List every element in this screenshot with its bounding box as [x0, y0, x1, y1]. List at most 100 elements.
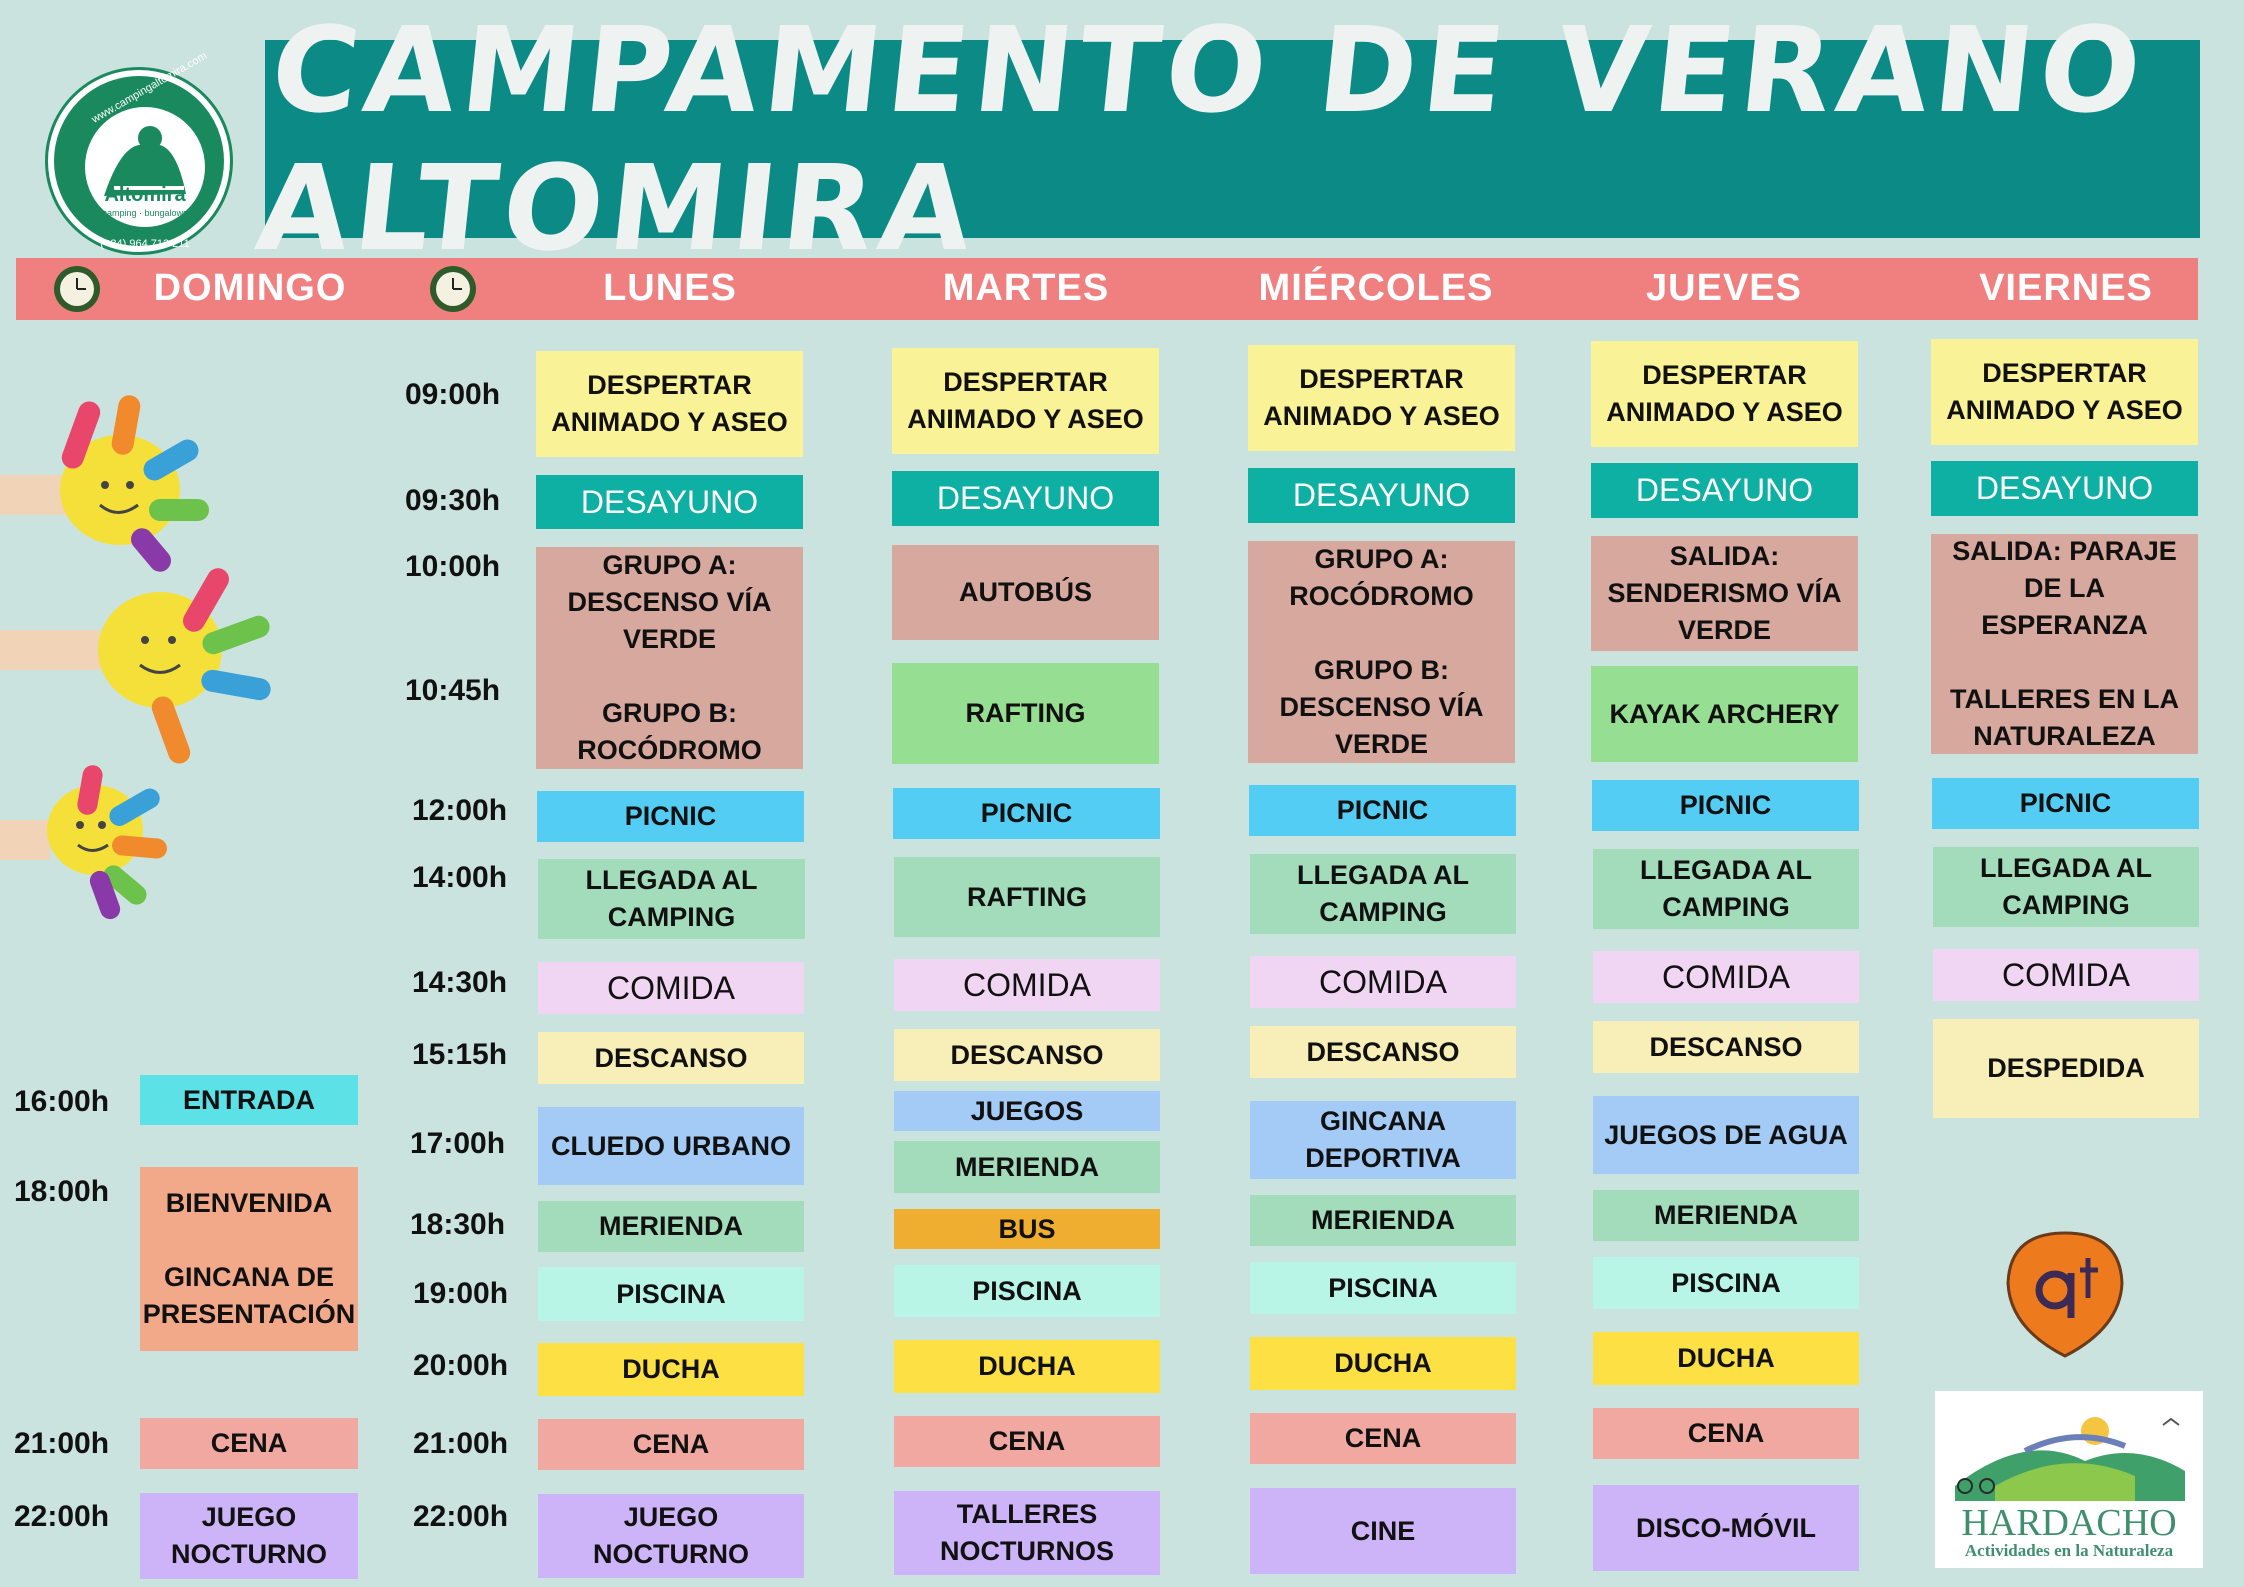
activity-block: CENA — [140, 1418, 358, 1469]
activity-block: MERIENDA — [1250, 1195, 1516, 1246]
painted-hands-illustration — [0, 395, 271, 920]
activity-block: COMIDA — [1250, 956, 1516, 1008]
activity-block: DESPEDIDA — [1933, 1019, 2199, 1118]
day-header-martes: MARTES — [942, 266, 1110, 309]
activity-block: DESCANSO — [1250, 1026, 1516, 1078]
time-label: 14:30h — [412, 966, 508, 999]
activity-block: DESPERTAR ANIMADO Y ASEO — [892, 348, 1159, 454]
activity-block: DESAYUNO — [892, 471, 1159, 526]
activity-block: DUCHA — [1250, 1337, 1516, 1390]
logo-name: Altomira — [104, 184, 186, 206]
time-label: 20:00h — [413, 1349, 509, 1382]
activity-block: DESCANSO — [894, 1029, 1160, 1081]
activity-block: DESCANSO — [1593, 1021, 1859, 1073]
activity-block: ENTRADA — [140, 1075, 358, 1125]
activity-block: PICNIC — [1592, 780, 1859, 831]
activity-block: PICNIC — [893, 788, 1160, 839]
hardacho-logo: HARDACHO Actividades en la Naturaleza — [1935, 1391, 2203, 1568]
activity-block: PICNIC — [1249, 785, 1516, 836]
day-header-miercoles: MIÉRCOLES — [1258, 266, 1494, 309]
time-label: 21:00h — [413, 1427, 509, 1460]
activity-block: DESAYUNO — [536, 475, 803, 529]
activity-block: GINCANA DEPORTIVA — [1250, 1101, 1516, 1179]
activity-block: COMIDA — [1933, 949, 2199, 1001]
time-label: 15:15h — [412, 1038, 508, 1071]
page-title: CAMPAMENTO DE VERANO ALTOMIRA — [250, 1, 2154, 277]
activity-block: LLEGADA AL CAMPING — [1250, 854, 1516, 934]
clock-icon — [430, 266, 476, 312]
activity-block: CLUEDO URBANO — [538, 1107, 804, 1185]
activity-block: AUTOBÚS — [892, 545, 1159, 640]
activity-block: DUCHA — [894, 1340, 1160, 1393]
activity-block: JUEGO NOCTURNO — [538, 1494, 804, 1578]
activity-block: DESCANSO — [538, 1032, 804, 1084]
activity-block: CENA — [1250, 1413, 1516, 1464]
activity-block: BIENVENIDA GINCANA DE PRESENTACIÓN — [140, 1167, 358, 1351]
time-label: 18:30h — [410, 1208, 506, 1241]
activity-block: JUEGOS DE AGUA — [1593, 1096, 1859, 1174]
activity-block: CENA — [1593, 1408, 1859, 1459]
activity-block: LLEGADA AL CAMPING — [538, 859, 805, 939]
activity-block: PISCINA — [1593, 1257, 1859, 1309]
logo-phone: (+34) 964 713 211 — [100, 238, 190, 250]
time-label: 21:00h — [14, 1427, 110, 1460]
activity-block: COMIDA — [894, 959, 1160, 1011]
activity-block: DESPERTAR ANIMADO Y ASEO — [1931, 339, 2198, 445]
activity-block: PICNIC — [537, 791, 804, 842]
activity-block: CINE — [1250, 1488, 1516, 1574]
activity-block: DESAYUNO — [1248, 468, 1515, 523]
activity-block: CENA — [894, 1416, 1160, 1467]
hand-icon — [0, 765, 167, 920]
clock-icon — [54, 266, 100, 312]
activity-block: LLEGADA AL CAMPING — [1593, 849, 1859, 929]
time-label: 16:00h — [14, 1085, 110, 1118]
day-header-domingo: DOMINGO — [153, 266, 347, 309]
day-header-jueves: JUEVES — [1646, 266, 1802, 309]
activity-block: RAFTING — [892, 663, 1159, 764]
day-header-lunes: LUNES — [603, 266, 737, 309]
activity-block: PISCINA — [538, 1267, 804, 1321]
time-label: 18:00h — [14, 1175, 110, 1208]
hardacho-tagline: Actividades en la Naturaleza — [1964, 1541, 2174, 1560]
time-label: 09:00h — [405, 378, 501, 411]
activity-block: DESPERTAR ANIMADO Y ASEO — [1591, 341, 1858, 447]
activity-block: KAYAK ARCHERY — [1591, 666, 1858, 762]
activity-block: COMIDA — [1593, 951, 1859, 1003]
activity-block: JUEGO NOCTURNO — [140, 1493, 358, 1579]
activity-block: COMIDA — [538, 962, 804, 1014]
time-label: 10:45h — [405, 674, 501, 707]
activity-block: GRUPO A: ROCÓDROMO GRUPO B: DESCENSO VÍA… — [1248, 541, 1515, 763]
activity-block: JUEGOS — [894, 1091, 1160, 1131]
hardacho-name: HARDACHO — [1961, 1502, 2177, 1544]
activity-block: CENA — [538, 1419, 804, 1470]
time-label: 22:00h — [14, 1500, 110, 1533]
time-label: 22:00h — [413, 1500, 509, 1533]
activity-block: DUCHA — [538, 1343, 804, 1396]
activity-block: LLEGADA AL CAMPING — [1933, 847, 2199, 927]
at-logo — [2006, 1231, 2124, 1358]
day-header-bar — [16, 258, 2198, 320]
title-banner: CAMPAMENTO DE VERANO ALTOMIRA — [250, 1, 2200, 277]
time-label: 09:30h — [405, 484, 501, 517]
activity-block: DESAYUNO — [1931, 461, 2198, 516]
activity-block: MERIENDA — [1593, 1190, 1859, 1241]
activity-block: BUS — [894, 1209, 1160, 1249]
hand-icon — [0, 395, 209, 572]
activity-block: DISCO-MÓVIL — [1593, 1485, 1859, 1571]
day-header-viernes: VIERNES — [1979, 266, 2153, 309]
activity-block: PICNIC — [1932, 778, 2199, 829]
activity-block: DESPERTAR ANIMADO Y ASEO — [536, 351, 803, 457]
time-label: 19:00h — [413, 1277, 509, 1310]
activity-block: PISCINA — [894, 1265, 1160, 1317]
hand-icon — [0, 568, 271, 764]
activity-block: TALLERES NOCTURNOS — [894, 1491, 1160, 1575]
activity-block: MERIENDA — [538, 1201, 804, 1252]
activity-block: RAFTING — [894, 857, 1160, 937]
activity-block: DESPERTAR ANIMADO Y ASEO — [1248, 345, 1515, 451]
logo-sub: camping · bungalows — [102, 208, 188, 218]
activity-block: SALIDA: SENDERISMO VÍA VERDE — [1591, 536, 1858, 651]
activity-block: PISCINA — [1250, 1262, 1516, 1314]
activity-block: MERIENDA — [894, 1141, 1160, 1193]
time-label: 14:00h — [412, 861, 508, 894]
activity-block: SALIDA: PARAJE DE LA ESPERANZA TALLERES … — [1931, 534, 2198, 754]
